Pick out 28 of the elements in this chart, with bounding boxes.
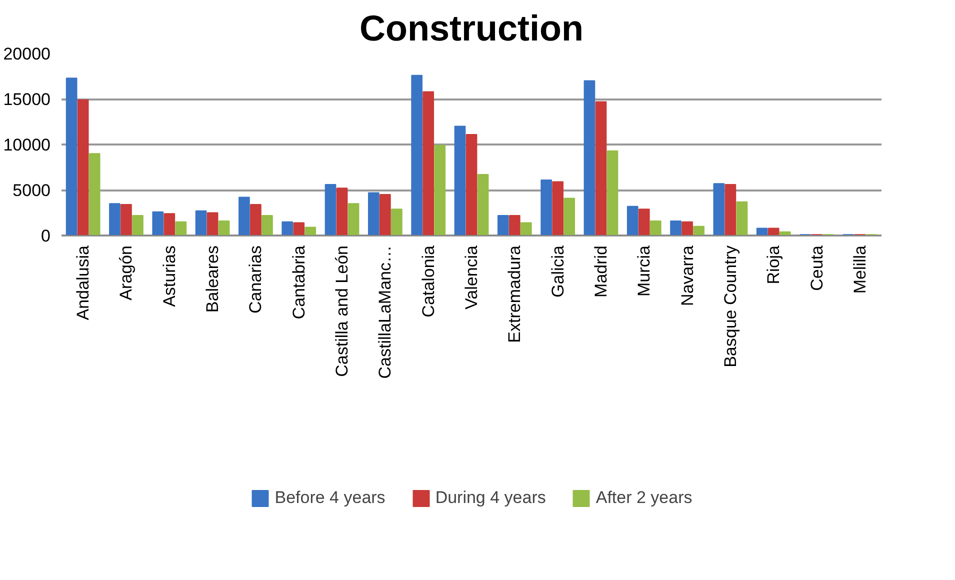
y-tick-label: 0 — [41, 226, 51, 246]
x-tick-label: Madrid — [591, 245, 610, 298]
x-tick-label: Cantabria — [289, 244, 308, 320]
x-tick-label: Galicia — [548, 244, 568, 298]
x-tick-label: Extremadura — [505, 244, 524, 343]
x-tick-label: Baleares — [203, 245, 222, 313]
x-tick-label: Basque Country — [720, 245, 740, 368]
x-tick-label: Melilla — [850, 244, 870, 294]
legend-label: After 2 years — [596, 488, 692, 508]
legend-label: Before 4 years — [274, 488, 386, 508]
x-tick-label: Rioja — [764, 244, 784, 284]
chart-title: Construction — [360, 8, 584, 48]
x-tick-label: Canarias — [246, 245, 266, 314]
x-tick-label: Andalusia — [74, 244, 93, 320]
x-tick-label: Navarra — [678, 244, 697, 306]
y-tick-label: 20000 — [3, 44, 51, 64]
y-tick-label: 5000 — [12, 181, 51, 200]
x-tick-label: Aragón — [116, 245, 136, 300]
y-tick-label: 10000 — [3, 136, 51, 154]
legend-label: During 4 years — [435, 488, 546, 508]
x-tick-label: Castilla and León — [332, 245, 352, 377]
x-tick-label: CastillaLaManc… — [376, 245, 395, 379]
x-tick-label: Murcia — [634, 244, 654, 297]
x-tick-label: Valencia — [462, 244, 481, 310]
y-tick-label: 15000 — [3, 90, 51, 109]
x-tick-label: Asturias — [160, 245, 179, 307]
x-tick-label: Catalonia — [418, 244, 438, 318]
x-tick-label: Ceuta — [807, 244, 826, 291]
